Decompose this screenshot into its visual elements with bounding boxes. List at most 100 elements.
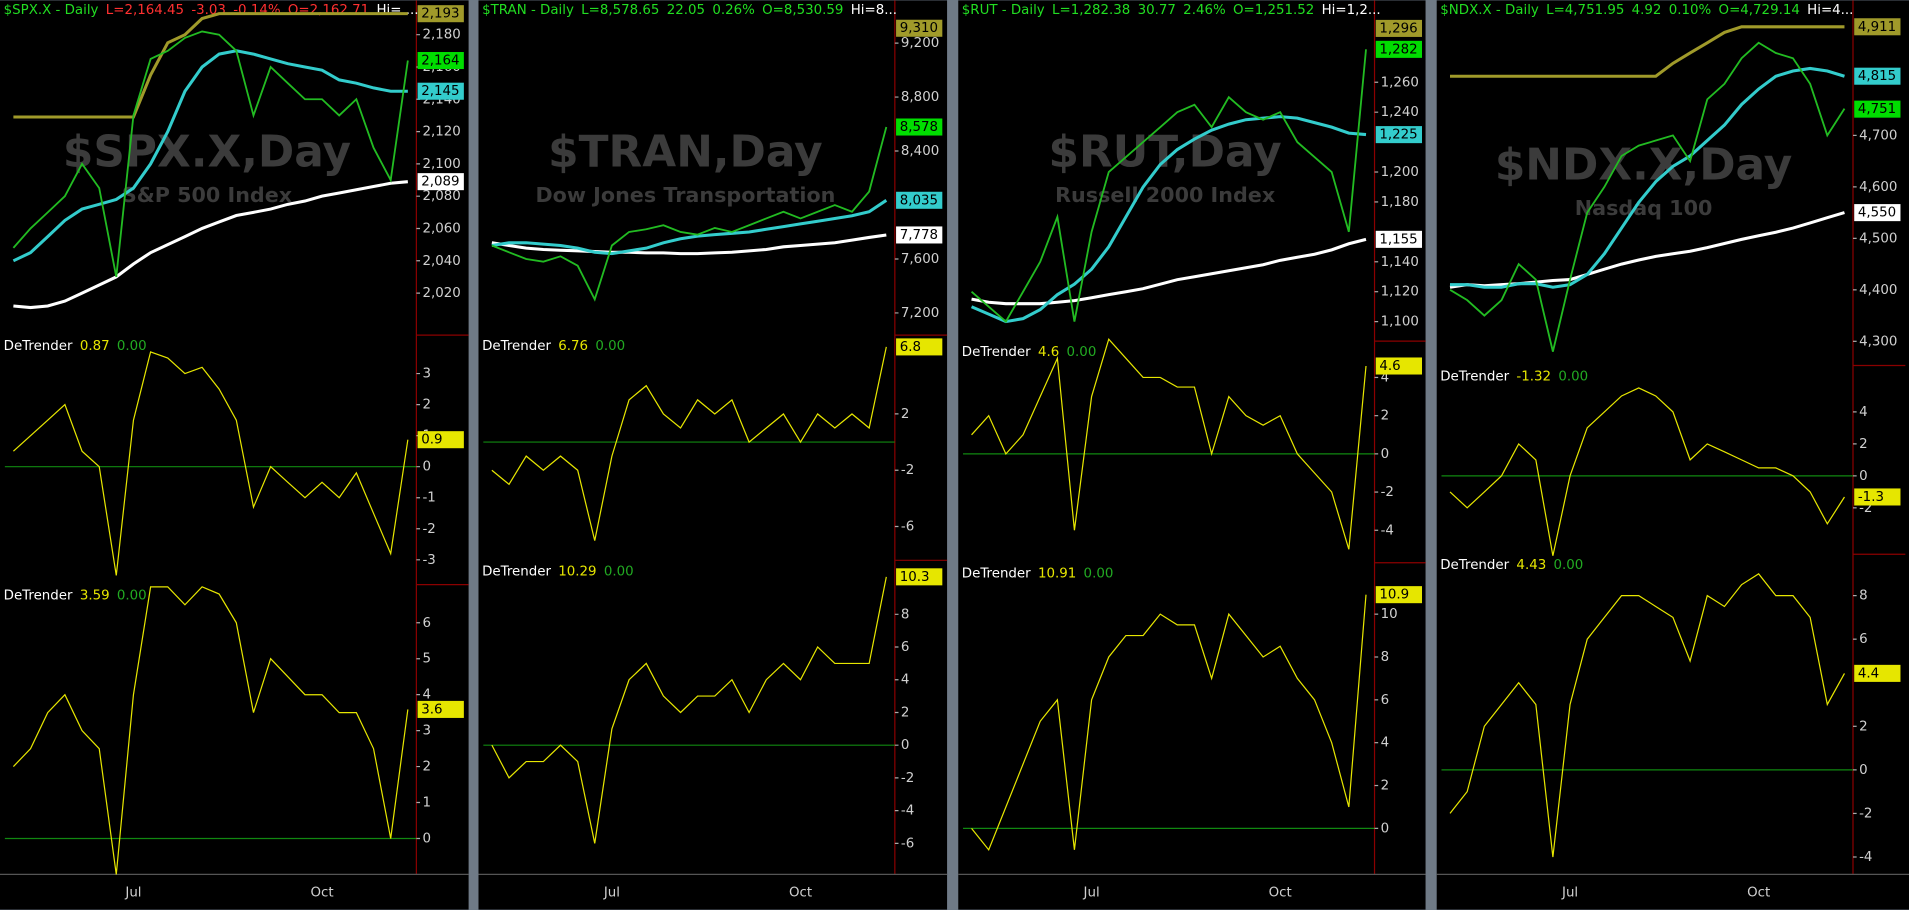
- y-tick-label: 2,080: [422, 189, 460, 204]
- value-tag-label: 1,225: [1379, 128, 1417, 143]
- zero-line-label: 0.00: [1067, 345, 1097, 360]
- y-tick-label: -2: [1859, 806, 1872, 821]
- value-tag-label: 8,578: [900, 120, 938, 135]
- y-tick-label: 0: [422, 831, 431, 846]
- y-tick-label: -2: [1381, 485, 1394, 500]
- value-tag: [1854, 488, 1901, 506]
- chart-panel: $TRAN - Daily L=8,578.65 22.05 0.26% O=8,530…: [478, 0, 948, 910]
- y-tick-label: 2: [1381, 779, 1390, 794]
- series-line: [12, 30, 409, 278]
- y-tick-label: 1,180: [1381, 195, 1419, 210]
- value-tag: [1375, 19, 1423, 37]
- y-tick-label: 0: [422, 460, 431, 475]
- y-tick-label: -4: [1859, 850, 1872, 865]
- y-tick-label: 7,200: [901, 306, 939, 321]
- panel-background: [0, 0, 469, 910]
- y-tick-label: 9,200: [901, 36, 939, 51]
- value-tag: [1375, 126, 1423, 144]
- y-tick-label: 4: [1381, 370, 1390, 385]
- y-tick-label: 3: [422, 724, 431, 739]
- indicator-value: 3.59: [80, 589, 110, 604]
- value-tag: [1375, 230, 1423, 248]
- y-tick-label: 4: [901, 673, 910, 688]
- indicator-value: 10.91: [1038, 567, 1076, 582]
- value-tag-label: 4,911: [1858, 20, 1896, 35]
- value-tag: [417, 431, 464, 449]
- y-tick-label: 7,600: [901, 252, 939, 267]
- indicator-value: 4.43: [1516, 558, 1546, 573]
- chart-panel: $SPX.X - Daily L=2,164.45 -3.03 -0.14% O=2,1…: [0, 0, 469, 910]
- y-tick-label: -2: [901, 771, 914, 786]
- indicator-name: DeTrender: [1440, 558, 1509, 573]
- indicator-name: DeTrender: [4, 589, 73, 604]
- x-tick-label: Oct: [789, 886, 812, 901]
- series-line: [491, 126, 888, 302]
- value-tag-label: 1,296: [1379, 21, 1417, 36]
- indicator-value: 4.6: [1038, 345, 1059, 360]
- chart-panel: $RUT - Daily L=1,282.38 30.77 2.46% O=1,251.…: [958, 0, 1426, 910]
- y-tick-label: -3: [422, 553, 435, 568]
- y-tick-label: 0: [1859, 469, 1868, 484]
- value-tag: [417, 700, 464, 718]
- chart-header: $NDX.X - Daily L=4,751.95 4.92 0.10% O=4,729…: [1440, 3, 1853, 18]
- value-tag-label: 4,751: [1858, 102, 1896, 117]
- series-line: [12, 351, 409, 576]
- value-tag: [417, 173, 464, 191]
- y-tick-label: 0: [1381, 447, 1390, 462]
- y-tick-label: 8: [901, 607, 910, 622]
- chart-header: $RUT - Daily L=1,282.38 30.77 2.46% O=1,251.…: [962, 3, 1381, 18]
- header-field: 0.26%: [712, 3, 755, 18]
- y-tick-label: 2: [422, 398, 431, 413]
- value-tag: [1854, 67, 1901, 85]
- watermark-subtitle: S&P 500 Index: [122, 183, 293, 207]
- value-tag-label: 4,550: [1858, 206, 1896, 221]
- watermark-title: $SPX.X,Day: [63, 127, 351, 178]
- value-tag: [1854, 100, 1901, 118]
- value-tag-label: 9,310: [900, 21, 938, 36]
- y-tick-label: 8: [1859, 589, 1868, 604]
- header-field: Hi=4...: [1807, 3, 1853, 18]
- header-field: L=8,578.65: [581, 3, 659, 18]
- header-field: O=1,251.52: [1233, 3, 1314, 18]
- zero-line-label: 0.00: [1558, 369, 1588, 384]
- y-tick-label: 6: [422, 616, 431, 631]
- y-tick-label: 2: [1381, 409, 1390, 424]
- header-field: $NDX.X - Daily: [1440, 3, 1539, 18]
- header-field: 0.10%: [1669, 3, 1712, 18]
- y-tick-label: -1: [422, 491, 435, 506]
- header-field: 4.92: [1632, 3, 1662, 18]
- y-tick-label: 6: [901, 640, 910, 655]
- indicator-value: -1.32: [1516, 369, 1551, 384]
- y-tick-label: 4,700: [1859, 128, 1897, 143]
- y-tick-label: 4,600: [1859, 180, 1897, 195]
- indicator-value: 6.76: [558, 339, 588, 354]
- y-tick-label: 1,200: [1381, 165, 1419, 180]
- indicator-name: DeTrender: [4, 339, 73, 354]
- y-tick-label: 8,800: [901, 90, 939, 105]
- x-tick-label: Jul: [124, 886, 141, 901]
- y-tick-label: 0: [1859, 763, 1868, 778]
- value-tag-label: 1,155: [1379, 232, 1417, 247]
- series-line: [12, 586, 409, 875]
- value-tag: [417, 82, 464, 100]
- series-line: [13, 12, 408, 119]
- value-tag-label: 10.9: [1379, 588, 1409, 603]
- header-field: Hi= ...: [376, 3, 418, 18]
- y-tick-label: 1,100: [1381, 315, 1419, 330]
- header-field: L=2,164.45: [106, 3, 184, 18]
- indicator-label: DeTrender 0.87 0.00: [4, 339, 147, 354]
- y-tick-label: 4,500: [1859, 231, 1897, 246]
- indicator-name: DeTrender: [482, 564, 551, 579]
- header-field: $RUT - Daily: [962, 3, 1045, 18]
- indicator-label: DeTrender 10.91 0.00: [962, 567, 1114, 582]
- indicator-name: DeTrender: [962, 567, 1031, 582]
- value-tag: [896, 191, 943, 209]
- watermark-title: $RUT,Day: [1049, 127, 1282, 178]
- y-tick-label: 2,120: [422, 125, 460, 140]
- y-tick-label: 0: [1381, 821, 1390, 836]
- series-line: [971, 338, 1367, 550]
- y-tick-label: 6: [1381, 693, 1390, 708]
- header-field: O=8,530.59: [762, 3, 843, 18]
- series-line: [970, 49, 1367, 323]
